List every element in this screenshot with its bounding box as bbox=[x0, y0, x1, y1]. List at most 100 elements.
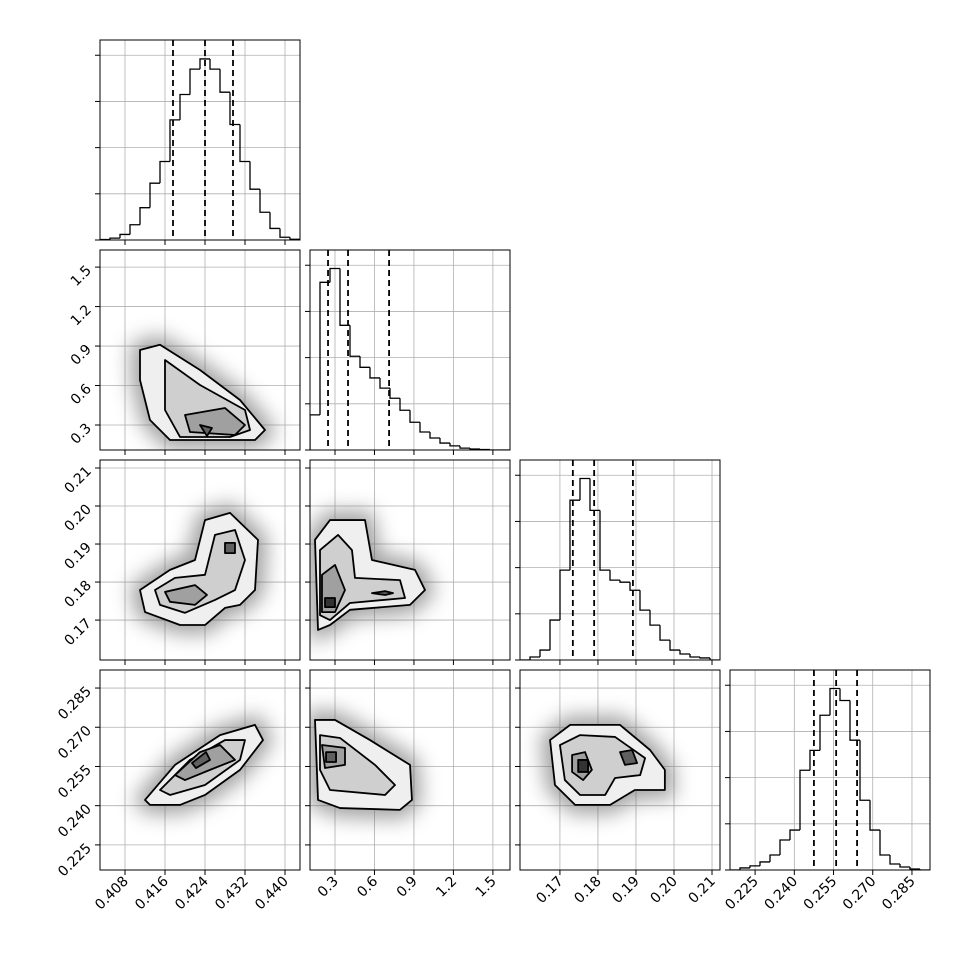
x-tick-label: 0.255 bbox=[801, 874, 841, 914]
panel-frame bbox=[519, 459, 721, 661]
hist-bin bbox=[739, 867, 750, 870]
y-tick-label: 0.240 bbox=[55, 801, 95, 841]
hist-bin bbox=[699, 656, 710, 659]
y-tick-label: 0.3 bbox=[68, 421, 95, 448]
contour bbox=[199, 424, 213, 437]
hist-bin bbox=[409, 410, 420, 423]
hist-bin bbox=[119, 233, 130, 239]
x-tick-label: 0.432 bbox=[212, 874, 252, 914]
hist-bin bbox=[589, 478, 600, 511]
y-tick-label: 1.2 bbox=[68, 302, 95, 329]
hist-bin bbox=[289, 237, 300, 240]
hist-bin bbox=[879, 830, 890, 856]
hist-bin bbox=[549, 619, 560, 651]
y-tick-label: 0.9 bbox=[68, 342, 95, 369]
hist-bin bbox=[619, 580, 630, 583]
x-tick-label: 1.5 bbox=[473, 874, 500, 901]
panel-frame bbox=[99, 39, 301, 241]
hist-bin bbox=[579, 477, 590, 501]
hist-bin bbox=[239, 124, 250, 163]
x-tick-label: 0.240 bbox=[761, 874, 801, 914]
hist-bin bbox=[819, 714, 830, 751]
x-tick-label: 1.2 bbox=[433, 874, 460, 901]
x-tick-label: 0.440 bbox=[252, 874, 292, 914]
hist-bin bbox=[310, 414, 320, 450]
hist-bin bbox=[429, 431, 440, 439]
panel-frame bbox=[309, 459, 511, 661]
panel bbox=[305, 249, 511, 455]
contour bbox=[184, 407, 246, 436]
hist-bin bbox=[189, 68, 200, 95]
contour bbox=[559, 734, 646, 796]
hist-bin bbox=[909, 866, 920, 870]
hist-bin bbox=[659, 625, 670, 641]
hist-bin bbox=[109, 237, 120, 240]
panel: 0.3 0.6 0.9 1.2 1.5 bbox=[305, 669, 511, 901]
x-tick-label: 0.9 bbox=[394, 874, 421, 901]
panel-frame bbox=[99, 249, 301, 451]
hist-bin bbox=[259, 189, 270, 213]
contour bbox=[324, 597, 336, 609]
hist-bin bbox=[379, 377, 390, 389]
x-tick-label: 0.19 bbox=[609, 874, 642, 907]
hist-bin bbox=[159, 160, 170, 184]
hist-bin bbox=[849, 700, 860, 741]
y-tick-label: 0.17 bbox=[61, 616, 94, 649]
hist-bin bbox=[279, 228, 290, 238]
hist-bin bbox=[219, 69, 230, 93]
hist-bin bbox=[389, 388, 400, 399]
hist-bin bbox=[609, 570, 620, 581]
plot-area bbox=[310, 250, 510, 450]
hist-bin bbox=[209, 58, 220, 70]
hist-bin bbox=[439, 437, 450, 444]
y-tick-label: 0.6 bbox=[68, 381, 95, 408]
hist-bin bbox=[339, 268, 350, 326]
hist-bin bbox=[809, 749, 820, 771]
plot-area bbox=[730, 670, 930, 870]
panel-frame bbox=[519, 669, 721, 871]
plot-area bbox=[100, 40, 300, 240]
hist-bin bbox=[759, 861, 770, 866]
hist-bin bbox=[749, 865, 760, 868]
panel-frame bbox=[729, 669, 931, 871]
hist-bin bbox=[919, 869, 930, 870]
hist-bin bbox=[599, 510, 610, 571]
x-tick-label: 0.18 bbox=[571, 874, 604, 907]
hist-bin bbox=[419, 422, 430, 433]
hist-bin bbox=[179, 93, 190, 120]
y-tick-label: 0.20 bbox=[61, 502, 94, 535]
hist-bin bbox=[149, 182, 160, 208]
x-tick-label: 0.270 bbox=[840, 874, 880, 914]
x-tick-label: 0.424 bbox=[172, 873, 212, 913]
y-tick-label: 0.285 bbox=[55, 684, 95, 724]
hist-bin bbox=[799, 769, 810, 831]
hist-bin bbox=[829, 687, 840, 716]
hist-bin bbox=[769, 854, 780, 862]
hist-bin bbox=[369, 367, 380, 379]
panel-frame bbox=[309, 249, 511, 451]
hist-bin bbox=[319, 281, 330, 415]
hist-bin bbox=[899, 863, 910, 868]
hist-bin bbox=[859, 740, 870, 801]
plot-area bbox=[131, 335, 278, 449]
contour bbox=[371, 590, 394, 596]
hist-bin bbox=[129, 224, 140, 235]
x-tick-label: 0.408 bbox=[92, 874, 132, 914]
hist-bin bbox=[649, 610, 660, 626]
contour bbox=[619, 749, 639, 766]
hist-bin bbox=[359, 356, 370, 368]
panel-frame bbox=[309, 669, 511, 871]
panel: 0.408 0.416 0.424 0.432 0.440 0.2250.2400.255… bbox=[55, 669, 301, 914]
x-tick-label: 0.21 bbox=[685, 874, 718, 907]
panel bbox=[305, 459, 511, 665]
hist-bin bbox=[559, 569, 570, 621]
hist-bin bbox=[639, 590, 650, 611]
hist-bin bbox=[669, 640, 680, 651]
hist-bin bbox=[679, 650, 690, 655]
hist-bin bbox=[199, 58, 210, 70]
y-tick-label: 1.5 bbox=[68, 263, 95, 290]
plot-area bbox=[540, 715, 674, 814]
y-tick-label: 0.225 bbox=[55, 840, 95, 880]
